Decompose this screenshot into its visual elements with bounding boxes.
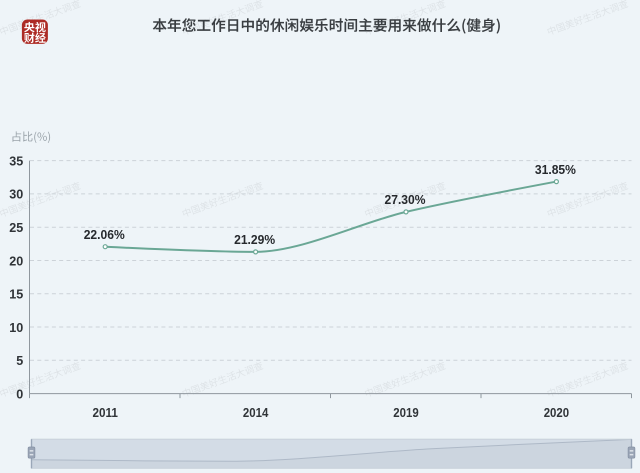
svg-text:25: 25 — [9, 220, 23, 235]
svg-text:30: 30 — [9, 187, 23, 202]
svg-text:2020: 2020 — [544, 405, 569, 420]
svg-text:2011: 2011 — [93, 405, 118, 420]
svg-text:2014: 2014 — [243, 405, 269, 420]
svg-text:27.30%: 27.30% — [385, 192, 426, 207]
svg-text:31.85%: 31.85% — [535, 162, 576, 177]
svg-text:35: 35 — [9, 153, 23, 168]
svg-text:22.06%: 22.06% — [84, 227, 125, 242]
svg-text:10: 10 — [9, 320, 23, 335]
svg-text:2019: 2019 — [393, 405, 418, 420]
svg-text:20: 20 — [9, 253, 23, 268]
svg-text:21.29%: 21.29% — [234, 232, 275, 247]
svg-text:5: 5 — [16, 353, 23, 368]
svg-text:0: 0 — [16, 386, 23, 401]
svg-text:15: 15 — [9, 287, 23, 302]
